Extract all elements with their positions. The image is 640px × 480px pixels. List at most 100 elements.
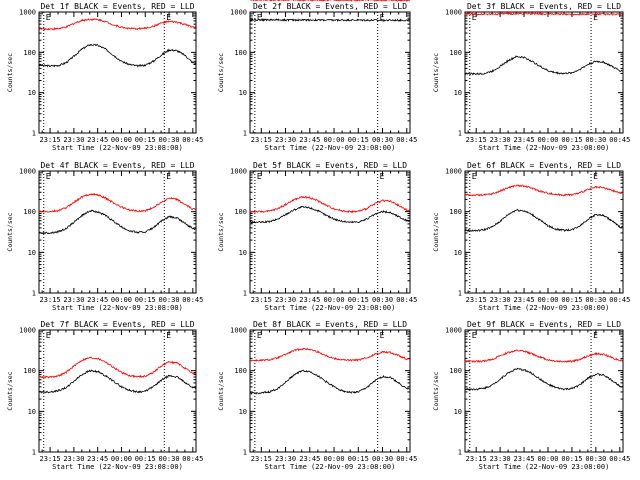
x-tick-label: 00:30 — [585, 455, 606, 463]
y-tick-label: 1 — [32, 130, 36, 138]
y-tick-label: 1000 — [19, 327, 36, 335]
x-tick-label: 23:15 — [466, 136, 487, 144]
y-axis-label: Counts/sec — [217, 212, 225, 251]
series-line-lld — [464, 12, 623, 16]
y-tick-label: 10 — [454, 249, 462, 257]
series-line-lld — [38, 192, 196, 213]
event-flag-label: E — [46, 331, 51, 340]
plot-frame — [249, 170, 411, 294]
y-tick-label: 10 — [239, 89, 247, 97]
panel-title: Det 5f BLACK = Events, RED = LLD — [253, 161, 407, 170]
y-tick-label: 1 — [32, 449, 36, 457]
x-tick-label: 00:15 — [348, 136, 369, 144]
x-tick-label: 23:45 — [299, 455, 320, 463]
series-line-events — [249, 205, 410, 224]
x-tick-label: 00:15 — [348, 296, 369, 304]
x-tick-label: 23:30 — [490, 136, 511, 144]
panel-title: Det 9f BLACK = Events, RED = LLD — [467, 320, 621, 329]
y-tick-label: 100 — [23, 49, 36, 57]
x-tick-label: 00:45 — [609, 455, 630, 463]
y-tick-label: 100 — [234, 367, 247, 375]
plot-frame — [464, 170, 624, 294]
y-axis-label: Counts/sec — [6, 371, 14, 410]
x-tick-label: 00:45 — [182, 455, 203, 463]
plot-frame — [464, 11, 624, 134]
x-tick-label: 00:45 — [182, 296, 203, 304]
y-tick-label: 1000 — [445, 327, 462, 335]
y-tick-label: 1000 — [230, 9, 247, 17]
x-tick-label: 00:15 — [135, 296, 156, 304]
y-tick-label: 100 — [449, 208, 462, 216]
event-flag-label: E — [593, 331, 598, 340]
x-tick-label: 00:30 — [372, 455, 393, 463]
y-tick-label: 1 — [458, 290, 462, 298]
x-axis-label: Start Time (22-Nov-09 23:08:00) — [52, 304, 183, 312]
detector-panel-2: Det 2f BLACK = Events, RED = LLD 1 10 100 10… — [217, 0, 417, 152]
series-line-lld — [464, 349, 623, 363]
event-flag-label: E — [166, 172, 171, 181]
event-flag-label: E — [46, 172, 51, 181]
x-tick-label: 00:00 — [111, 136, 132, 144]
y-tick-label: 100 — [23, 367, 36, 375]
y-tick-label: 1 — [458, 449, 462, 457]
x-tick-label: 00:45 — [396, 296, 417, 304]
x-tick-label: 23:45 — [299, 136, 320, 144]
plot-frame — [249, 11, 411, 134]
series-line-lld — [249, 347, 410, 362]
y-tick-label: 1000 — [19, 9, 36, 17]
y-tick-label: 10 — [239, 408, 247, 416]
panel-title: Det 3f BLACK = Events, RED = LLD — [467, 2, 621, 11]
plot-frame — [38, 11, 197, 134]
x-tick-label: 23:45 — [299, 296, 320, 304]
detector-panel-3: Det 3f BLACK = Events, RED = LLD 1 10 100 10… — [432, 2, 630, 152]
x-tick-label: 00:15 — [135, 136, 156, 144]
x-tick-label: 00:15 — [561, 296, 582, 304]
x-tick-label: 23:30 — [275, 136, 296, 144]
x-tick-label: 23:15 — [251, 296, 272, 304]
x-tick-label: 00:15 — [348, 455, 369, 463]
x-tick-label: 00:45 — [609, 296, 630, 304]
x-tick-label: 00:45 — [609, 136, 630, 144]
x-tick-label: 23:45 — [87, 296, 108, 304]
event-flag-label: E — [257, 172, 262, 181]
x-tick-label: 00:45 — [182, 136, 203, 144]
y-axis-label: Counts/sec — [432, 53, 440, 92]
panel-title: Det 8f BLACK = Events, RED = LLD — [253, 320, 407, 329]
x-tick-label: 23:45 — [514, 136, 535, 144]
x-tick-label: 23:15 — [40, 296, 61, 304]
x-tick-label: 00:30 — [372, 296, 393, 304]
x-tick-label: 00:00 — [324, 296, 345, 304]
x-tick-label: 00:00 — [537, 455, 558, 463]
y-tick-label: 1000 — [230, 327, 247, 335]
series-line-events — [464, 208, 623, 233]
series-line-events — [249, 369, 410, 395]
event-flag-label: E — [472, 172, 477, 181]
y-tick-label: 10 — [28, 89, 36, 97]
event-flag-label: E — [472, 13, 477, 22]
x-axis-label: Start Time (22-Nov-09 23:08:00) — [265, 304, 396, 312]
y-tick-label: 1000 — [230, 168, 247, 176]
x-tick-label: 23:45 — [514, 455, 535, 463]
x-axis-label: Start Time (22-Nov-09 23:08:00) — [265, 144, 396, 152]
event-flag-label: E — [593, 172, 598, 181]
y-axis-label: Counts/sec — [217, 53, 225, 92]
x-tick-label: 23:30 — [63, 455, 84, 463]
x-tick-label: 00:30 — [159, 455, 180, 463]
x-tick-label: 00:00 — [324, 455, 345, 463]
series-line-lld — [38, 18, 196, 31]
y-tick-label: 100 — [449, 49, 462, 57]
x-tick-label: 00:00 — [537, 296, 558, 304]
series-line-events — [38, 369, 196, 394]
event-flag-label: E — [380, 172, 385, 181]
x-tick-label: 23:15 — [40, 136, 61, 144]
series-line-lld — [250, 0, 410, 2]
x-tick-label: 00:15 — [135, 455, 156, 463]
detector-panel-6: Det 6f BLACK = Events, RED = LLD 1 10 100 10… — [432, 161, 630, 312]
series-line-events — [38, 43, 196, 68]
x-tick-label: 23:15 — [251, 455, 272, 463]
event-flag-label: E — [472, 331, 477, 340]
x-tick-label: 00:00 — [537, 136, 558, 144]
y-tick-label: 10 — [454, 89, 462, 97]
y-axis-label: Counts/sec — [432, 212, 440, 251]
